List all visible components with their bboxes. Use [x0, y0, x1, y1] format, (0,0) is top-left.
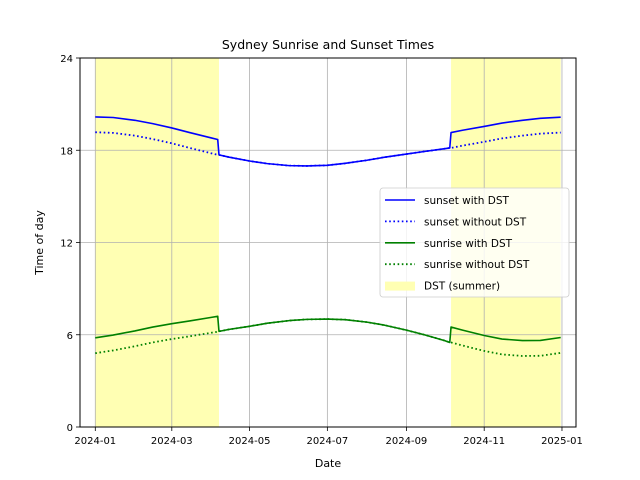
x-tick-label: 2024-11 [463, 436, 505, 447]
legend-label-sunset-without-dst: sunset without DST [424, 216, 527, 228]
y-tick-label: 18 [60, 146, 73, 157]
y-tick-label: 0 [67, 423, 73, 434]
x-tick-label: 2024-09 [386, 436, 428, 447]
legend-swatch-dst-summer [385, 281, 415, 291]
series-lines [95, 116, 561, 357]
x-axis-label: Date [315, 457, 342, 470]
y-tick-label: 12 [60, 239, 73, 250]
y-tick-label: 24 [60, 54, 73, 65]
x-tick-label: 2025-01 [541, 436, 583, 447]
y-axis-label: Time of day [33, 210, 46, 276]
x-tick-label: 2024-01 [74, 436, 116, 447]
x-tick-label: 2024-05 [229, 436, 271, 447]
legend-label-dst-summer: DST (summer) [424, 281, 500, 293]
series-line-sunset-without-dst [95, 131, 561, 167]
axis-ticks: 2024-01 2024-03 2024-05 2024-07 2024-09 2024-… [60, 54, 583, 447]
legend-label-sunset-with-dst: sunset with DST [424, 195, 510, 207]
legend-label-sunrise-with-dst: sunrise with DST [424, 238, 513, 250]
x-tick-label: 2024-03 [151, 436, 193, 447]
legend-box [379, 187, 570, 298]
chart-title: Sydney Sunrise and Sunset Times [222, 37, 434, 52]
x-tick-label: 2024-07 [306, 436, 348, 447]
y-tick-label: 6 [67, 331, 73, 342]
legend-label-sunrise-without-dst: sunrise without DST [424, 259, 530, 271]
series-line-sunrise-with-dst [95, 315, 561, 344]
legend: sunset with DST sunset without DST sunrise… [379, 187, 570, 298]
